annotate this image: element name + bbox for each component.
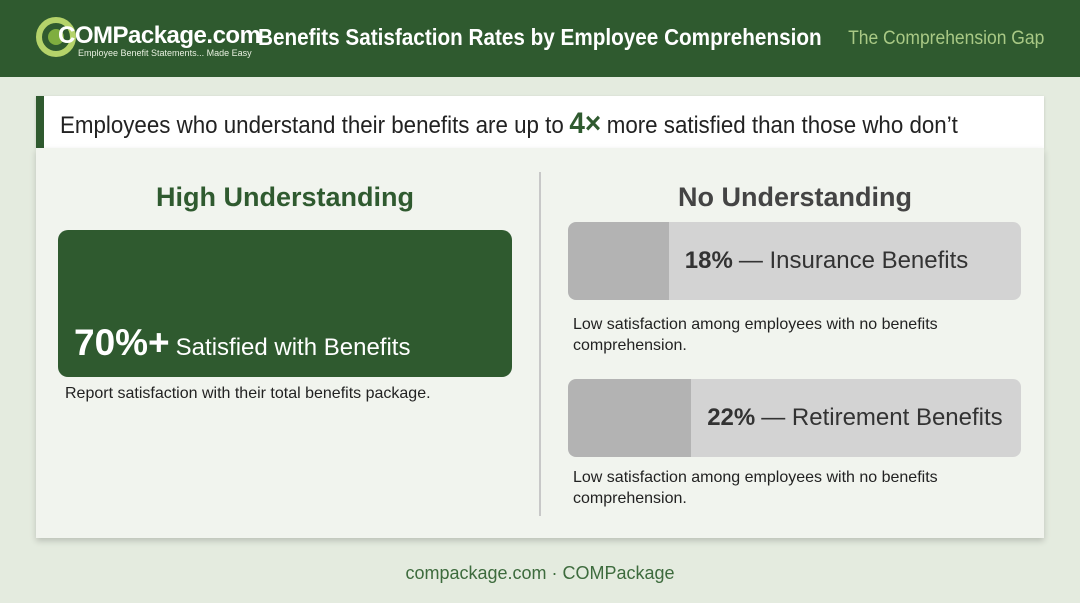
bar-fill <box>568 379 692 457</box>
banner-after: more satisfied than those who don’t <box>606 112 958 139</box>
logo-icon <box>36 17 76 57</box>
footer: compackage.com · COMPackage <box>405 563 675 583</box>
caption: Low satisfaction among employees with no… <box>573 469 938 507</box>
stat: 70%+ <box>74 322 170 363</box>
bar-text: — Retirement Benefits <box>761 404 1003 431</box>
stat-line: 70%+ Satisfied with Benefits <box>74 322 410 364</box>
bar-track: 22% — Retirement Benefits <box>568 379 1021 457</box>
bar-track: 18% — Insurance Benefits <box>568 222 1021 300</box>
panel: High Understanding 70%+ Satisfied with Be… <box>36 148 1044 538</box>
logo-tagline: Employee Benefit Statements... Made Easy <box>78 48 252 58</box>
bar-text: — Insurance Benefits <box>738 247 969 274</box>
header: COMPackage.com Employee Benefit Statemen… <box>0 0 1080 77</box>
bar-label: 18% — Insurance Benefits <box>685 247 969 275</box>
bar-label: 22% — Retirement Benefits <box>707 404 1002 432</box>
banner: Employees who understand their benefits … <box>36 96 1044 148</box>
stat-box: 70%+ Satisfied with Benefits <box>58 230 512 377</box>
page-title: Benefits Satisfaction Rates by Employee … <box>258 24 822 50</box>
logo-name: COMPackage.com <box>58 22 261 49</box>
header-tag: The Comprehension Gap <box>847 28 1044 49</box>
section-heading: No Understanding <box>678 182 912 212</box>
banner-text: Employees who understand their benefits … <box>60 107 958 141</box>
caption: Report satisfaction with their total ben… <box>65 385 431 402</box>
section-heading: High Understanding <box>156 182 414 212</box>
bar-fill <box>568 222 669 300</box>
stat-label: Satisfied with Benefits <box>175 334 411 361</box>
banner-before: Employees who understand their benefits … <box>60 112 564 139</box>
banner-highlight: 4× <box>569 107 602 140</box>
divider <box>539 172 541 516</box>
bar-value-label: 22% <box>707 404 756 431</box>
bar-value-label: 18% <box>684 247 733 274</box>
caption: Low satisfaction among employees with no… <box>573 316 938 354</box>
